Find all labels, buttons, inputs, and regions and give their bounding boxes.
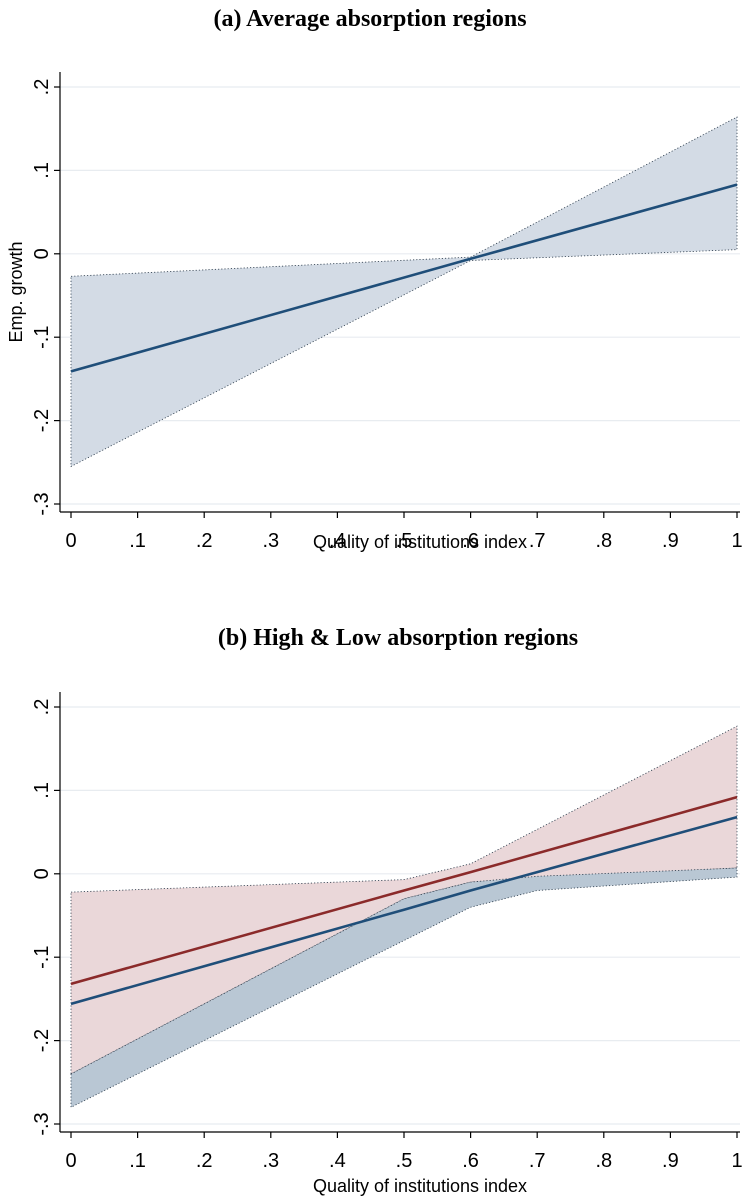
panel-a-y-tick-label: -.3 (31, 492, 53, 515)
panel-b-x-tick-label: .2 (196, 1150, 213, 1172)
panel-b-confidence-band-0 (70, 725, 738, 1075)
panel-a-x-tick-label: .1 (129, 530, 146, 552)
panel-a: (a) Average absorption regions -.3 -.2 -.1… (6, 6, 743, 552)
panel-a-x-tick-label: .5 (396, 530, 413, 552)
panel-b-x-tick-label: 1 (731, 1150, 742, 1172)
panel-a-x-tick-label: .6 (462, 530, 479, 552)
panel-b-title: (b) High & Low absorption regions (218, 625, 578, 651)
panel-a-x-tick-label: .8 (595, 530, 612, 552)
panel-b-x-axis-label: Quality of institutions index (313, 1176, 527, 1196)
panel-b-y-tick-label: .1 (31, 782, 53, 799)
panel-b-series-line-1 (70, 815, 738, 1006)
panel-a-x-tick-label: .9 (662, 530, 679, 552)
panel-b-x-tick-label: .3 (262, 1150, 279, 1172)
panel-a-x-tick-label: 0 (65, 530, 76, 552)
panel-a-x-tick-label: 1 (731, 530, 742, 552)
panel-a-y-tick-label: 0 (31, 248, 53, 259)
panel-b-y-tick-label: -.1 (31, 946, 53, 969)
panel-a-x-axis-label: Quality of institutions index (313, 532, 527, 552)
panel-a-y-tick-label: .2 (31, 79, 53, 96)
panel-a-y-tick-label: -.2 (31, 409, 53, 432)
panel-b-x-tick-label: .5 (396, 1150, 413, 1172)
panel-b-x-tick-label: .9 (662, 1150, 679, 1172)
panel-b-x-tick-label: .1 (129, 1150, 146, 1172)
panel-a-title: (a) Average absorption regions (213, 6, 526, 32)
panel-a-x-tick-label: .7 (529, 530, 546, 552)
panel-b-x-tick-label: .4 (329, 1150, 346, 1172)
panel-a-x-tick-label: .4 (329, 530, 346, 552)
panel-a-y-axis-label: Emp. growth (6, 241, 26, 342)
panel-b-x-tick-label: .6 (462, 1150, 479, 1172)
panel-b-confidence-band-1 (70, 867, 738, 1108)
panel-b-x-tick-label: .8 (595, 1150, 612, 1172)
panel-b-y-tick-label: -.3 (31, 1112, 53, 1135)
panel-a-x-tick-label: .3 (262, 530, 279, 552)
panel-b-x-tick-label: .7 (529, 1150, 546, 1172)
panel-b-y-tick-label: 0 (31, 868, 53, 879)
panel-a-x-tick-label: .2 (196, 530, 213, 552)
panel-a-series-line-0 (70, 183, 738, 373)
panel-b-y-tick-label: .2 (31, 699, 53, 716)
panel-b-series-line-0 (70, 795, 738, 986)
panel-b-y-tick-label: -.2 (31, 1029, 53, 1052)
panel-b: (b) High & Low absorption regions -.3 -.2… (31, 625, 743, 1196)
panel-a-y-tick-label: .1 (31, 162, 53, 179)
panel-b-x-tick-label: 0 (65, 1150, 76, 1172)
panel-a-confidence-band-0 (70, 116, 738, 468)
panel-a-y-tick-label: -.1 (31, 326, 53, 349)
